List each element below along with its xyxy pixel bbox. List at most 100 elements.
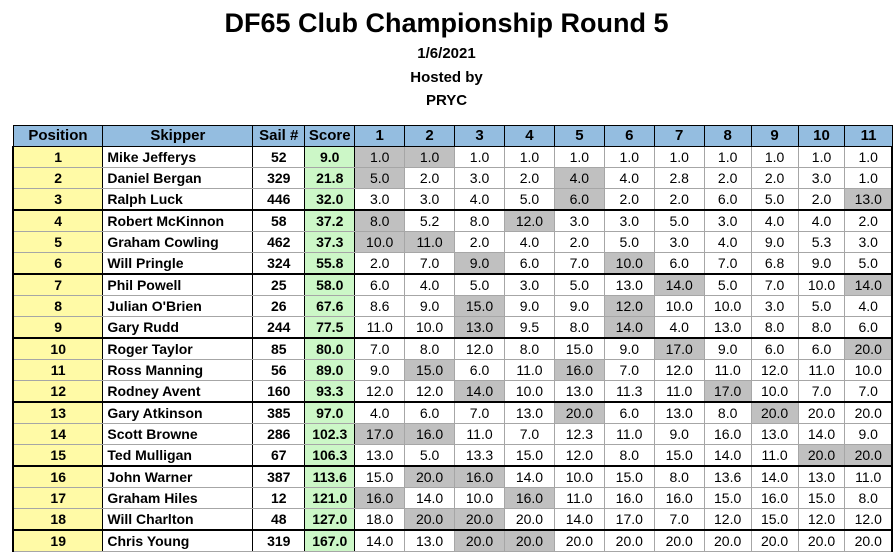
race-result-cell: 14.0 (553, 508, 605, 531)
race-result-cell: 13.0 (354, 444, 406, 467)
race-result-cell: 8.0 (404, 337, 456, 360)
header-race-4: 4 (503, 125, 555, 147)
score-cell: 32.0 (304, 188, 356, 211)
race-result-cell: 7.0 (603, 359, 655, 381)
race-result-cell: 13.3 (454, 444, 505, 467)
score-cell: 121.0 (304, 487, 356, 509)
position-cell: 9 (12, 316, 104, 339)
race-result-cell: 5.0 (653, 209, 705, 232)
race-result-cell: 10.0 (404, 316, 456, 339)
race-result-cell: 14.0 (653, 273, 705, 296)
race-result-cell: 1.0 (553, 146, 605, 168)
race-result-cell: 14.0 (603, 316, 655, 339)
race-result-cell: 5.0 (503, 188, 555, 211)
position-cell: 1 (12, 146, 104, 168)
race-result-cell: 5.0 (404, 444, 456, 467)
header-race-1: 1 (354, 125, 406, 147)
race-result-cell: 15.0 (454, 295, 505, 317)
race-result-cell: 15.0 (653, 444, 705, 467)
race-result-cell: 13.0 (844, 188, 893, 211)
race-result-cell: 8.6 (354, 295, 406, 317)
header-race-10: 10 (797, 125, 846, 147)
race-result-cell: 17.0 (354, 423, 406, 445)
race-result-cell: 20.0 (404, 508, 456, 531)
race-result-cell: 5.0 (797, 295, 846, 317)
score-cell: 55.8 (304, 252, 356, 275)
table-row: 1 Mike Jefferys 52 9.0 1.0 1.0 1.0 1.0 1.0 1.0 1.0… (12, 146, 893, 168)
race-result-cell: 8.0 (503, 337, 555, 360)
race-result-cell: 3.0 (404, 188, 456, 211)
race-result-cell: 9.0 (844, 423, 893, 445)
race-result-cell: 14.0 (844, 273, 893, 296)
table-row: 6 Will Pringle 324 55.8 2.0 7.0 9.0 6.0 7.0 10.0 6… (12, 252, 893, 275)
skipper-cell: John Warner (102, 465, 254, 488)
score-cell: 37.3 (304, 231, 356, 253)
race-result-cell: 8.0 (454, 209, 505, 232)
race-result-cell: 9.5 (503, 316, 555, 339)
race-result-cell: 5.0 (454, 273, 505, 296)
race-result-cell: 14.0 (750, 465, 799, 488)
race-result-cell: 8.0 (750, 316, 799, 339)
race-result-cell: 15.0 (797, 487, 846, 509)
sail-cell: 85 (252, 337, 306, 360)
sail-cell: 52 (252, 146, 306, 168)
race-result-cell: 14.0 (703, 444, 752, 467)
race-result-cell: 15.0 (603, 465, 655, 488)
race-result-cell: 7.0 (750, 273, 799, 296)
score-cell: 21.8 (304, 167, 356, 189)
race-result-cell: 17.0 (653, 337, 705, 360)
race-result-cell: 2.0 (750, 167, 799, 189)
race-result-cell: 13.0 (703, 316, 752, 339)
race-result-cell: 2.0 (653, 188, 705, 211)
race-result-cell: 11.0 (750, 444, 799, 467)
race-result-cell: 13.0 (653, 401, 705, 424)
race-result-cell: 4.0 (404, 273, 456, 296)
sail-cell: 462 (252, 231, 306, 253)
race-result-cell: 4.0 (703, 231, 752, 253)
race-result-cell: 2.0 (603, 188, 655, 211)
race-result-cell: 20.0 (703, 529, 752, 552)
header-race-11: 11 (844, 125, 893, 147)
table-row: 4 Robert McKinnon 58 37.2 8.0 5.2 8.0 12.0 3.0 3.… (12, 209, 893, 232)
race-result-cell: 12.0 (653, 359, 705, 381)
hosted-by-label: Hosted by (410, 69, 483, 86)
header-sail: Sail # (252, 125, 306, 147)
race-result-cell: 7.0 (354, 337, 406, 360)
race-result-cell: 4.0 (844, 295, 893, 317)
header-race-8: 8 (703, 125, 752, 147)
skipper-cell: Mike Jefferys (102, 146, 254, 168)
score-cell: 67.6 (304, 295, 356, 317)
race-result-cell: 3.0 (553, 209, 605, 232)
race-result-cell: 16.0 (653, 487, 705, 509)
skipper-cell: Ralph Luck (102, 188, 254, 211)
sail-cell: 446 (252, 188, 306, 211)
position-cell: 3 (12, 188, 104, 211)
race-result-cell: 20.0 (503, 529, 555, 552)
race-result-cell: 20.0 (404, 465, 456, 488)
race-result-cell: 16.0 (503, 487, 555, 509)
skipper-cell: Scott Browne (102, 423, 254, 445)
race-result-cell: 20.0 (750, 529, 799, 552)
table-row: 19 Chris Young 319 167.0 14.0 13.0 20.0 20.0 20.… (12, 529, 893, 552)
race-result-cell: 2.8 (653, 167, 705, 189)
race-result-cell: 11.0 (653, 380, 705, 403)
score-cell: 97.0 (304, 401, 356, 424)
table-row: 2 Daniel Bergan 329 21.8 5.0 2.0 3.0 2.0 4.0 4.0 2… (12, 167, 893, 189)
race-result-cell: 3.0 (503, 273, 555, 296)
race-result-cell: 20.0 (503, 508, 555, 531)
position-cell: 11 (12, 359, 104, 381)
header-skipper: Skipper (102, 125, 254, 147)
race-result-cell: 4.0 (454, 188, 505, 211)
header-position: Position (12, 125, 104, 147)
skipper-cell: Graham Hiles (102, 487, 254, 509)
sail-cell: 58 (252, 209, 306, 232)
race-result-cell: 12.0 (503, 209, 555, 232)
position-cell: 19 (12, 529, 104, 552)
header-race-6: 6 (603, 125, 655, 147)
position-cell: 6 (12, 252, 104, 275)
race-result-cell: 1.0 (603, 146, 655, 168)
race-result-cell: 1.0 (354, 146, 406, 168)
race-result-cell: 1.0 (844, 167, 893, 189)
table-row: 12 Rodney Avent 160 93.3 12.0 12.0 14.0 10.0 13.… (12, 380, 893, 403)
